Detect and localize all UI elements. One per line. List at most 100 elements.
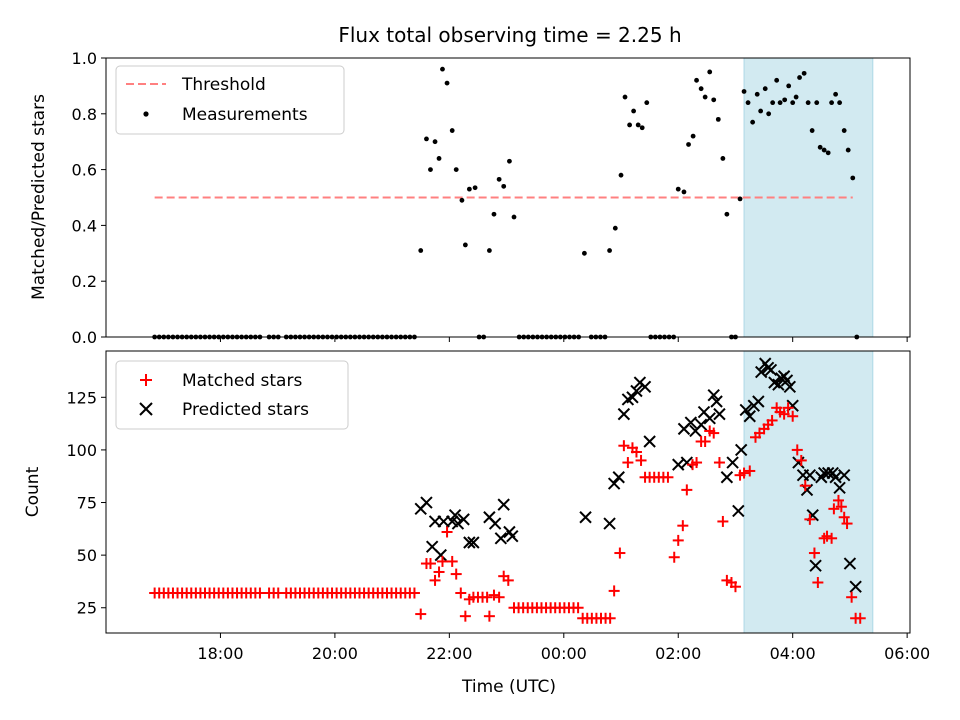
measurement-point	[432, 139, 438, 145]
matched-stars-point	[846, 591, 858, 603]
matched-stars-point	[436, 555, 448, 567]
legend-matched-label: Matched stars	[182, 371, 302, 391]
x-tick-label: 18:00	[197, 644, 243, 663]
measurement-point	[453, 167, 459, 173]
predicted-stars-points	[414, 357, 862, 593]
matched-stars-point	[424, 558, 436, 570]
matched-stars-point	[433, 566, 445, 578]
matched-stars-point	[832, 494, 844, 506]
matched-stars-point	[713, 457, 725, 469]
measurement-point	[507, 158, 512, 164]
bottom-y-ticks: 25 50 75 100 125	[66, 388, 106, 618]
predicted-stars-point	[503, 525, 516, 539]
bottom-y-axis-label: Count	[23, 466, 43, 517]
predicted-stars-point	[809, 559, 822, 572]
predicted-stars-point	[739, 403, 752, 417]
measurement-point	[694, 77, 699, 83]
measurement-point	[724, 211, 730, 217]
matched-stars-point	[668, 551, 680, 563]
matched-stars-point	[672, 534, 684, 546]
top-y-tick-label: 0.4	[72, 216, 97, 235]
predicted-stars-point	[707, 388, 720, 402]
bottom-panel: 25 50 75 100 125 18:00 20:00 22:00 00:00 02:00 04…	[23, 350, 930, 697]
matched-stars-point	[708, 427, 720, 439]
matched-stars-point	[717, 515, 729, 527]
measurement-point	[737, 196, 743, 202]
matched-stars-point	[854, 612, 866, 624]
top-panel: 0.0 0.2 0.4 0.6 0.8 1.0 Matched/Predicted sta…	[29, 49, 911, 347]
measurement-point	[720, 156, 726, 161]
predicted-stars-point	[434, 548, 447, 562]
predicted-stars-point	[638, 380, 652, 393]
measurement-point	[829, 100, 835, 106]
predicted-stars-point	[463, 536, 476, 549]
predicted-stars-point	[833, 481, 846, 494]
matched-stars-point	[630, 446, 642, 458]
measurement-point	[805, 100, 811, 106]
x-tick-label: 02:00	[655, 644, 701, 663]
top-x-ticks	[219, 337, 908, 342]
matched-stars-point	[787, 410, 799, 422]
predicted-stars-point	[837, 468, 851, 482]
matched-stars-point	[604, 612, 616, 624]
matched-stars-point	[450, 568, 462, 580]
predicted-stars-point	[603, 517, 616, 530]
matched-stars-point	[838, 511, 850, 523]
predicted-stars-point	[726, 456, 739, 469]
x-tick-label: 20:00	[312, 644, 358, 663]
matched-stars-point	[441, 526, 453, 538]
measurement-point	[711, 97, 717, 103]
measurement-point	[766, 111, 772, 117]
measurement-point	[496, 176, 502, 182]
bottom-legend: Matched stars Predicted stars	[115, 360, 349, 430]
matched-stars-point	[415, 608, 427, 620]
measurement-point	[436, 156, 442, 161]
predicted-stars-point	[497, 498, 510, 511]
x-tick-label: 06:00	[884, 644, 930, 663]
measurement-point	[809, 128, 815, 133]
measurement-point	[814, 100, 820, 106]
measurement-point	[639, 125, 645, 131]
bottom-y-tick-label: 100	[66, 441, 97, 460]
matched-stars-point	[488, 589, 500, 601]
predicted-stars-point	[457, 513, 470, 526]
matched-stars-point	[826, 532, 838, 544]
predicted-stars-point	[703, 412, 716, 425]
measurement-point	[449, 128, 455, 133]
matched-stars-point	[782, 402, 794, 414]
predicted-stars-point	[607, 477, 621, 490]
measurement-point	[644, 100, 650, 106]
measurement-point	[741, 89, 747, 94]
measurement-point	[825, 150, 831, 156]
predicted-stars-point	[849, 580, 862, 593]
measurement-point	[440, 66, 445, 72]
measurement-point	[702, 94, 708, 100]
predicted-stars-point	[420, 496, 433, 509]
predicted-stars-point	[734, 443, 748, 457]
matched-stars-points	[149, 402, 866, 624]
predicted-stars-point	[803, 468, 817, 482]
bottom-y-tick-label: 50	[77, 546, 97, 565]
matched-stars-point	[622, 457, 634, 469]
measurement-point	[690, 133, 696, 139]
matched-stars-point	[677, 520, 689, 532]
predicted-stars-point	[752, 395, 765, 408]
matched-stars-point	[618, 440, 630, 452]
measurement-point	[833, 91, 839, 97]
matched-stars-point	[744, 465, 756, 477]
measurement-point	[745, 100, 751, 106]
x-axis-label: Time (UTC)	[461, 677, 556, 697]
predicted-stars-point	[694, 418, 708, 431]
legend-predicted-label: Predicted stars	[182, 400, 309, 420]
predicted-stars-point	[764, 363, 778, 377]
top-y-tick-label: 0.2	[72, 272, 97, 291]
bottom-plot-frame	[105, 350, 911, 634]
predicted-stars-point	[579, 511, 592, 524]
matched-stars-point	[662, 471, 674, 483]
top-y-ticks: 0.0 0.2 0.4 0.6 0.8 1.0	[72, 49, 106, 347]
measurement-point	[511, 214, 517, 220]
measurement-point	[782, 97, 788, 103]
predicted-stars-point	[467, 536, 480, 549]
matched-stars-point	[791, 444, 803, 456]
